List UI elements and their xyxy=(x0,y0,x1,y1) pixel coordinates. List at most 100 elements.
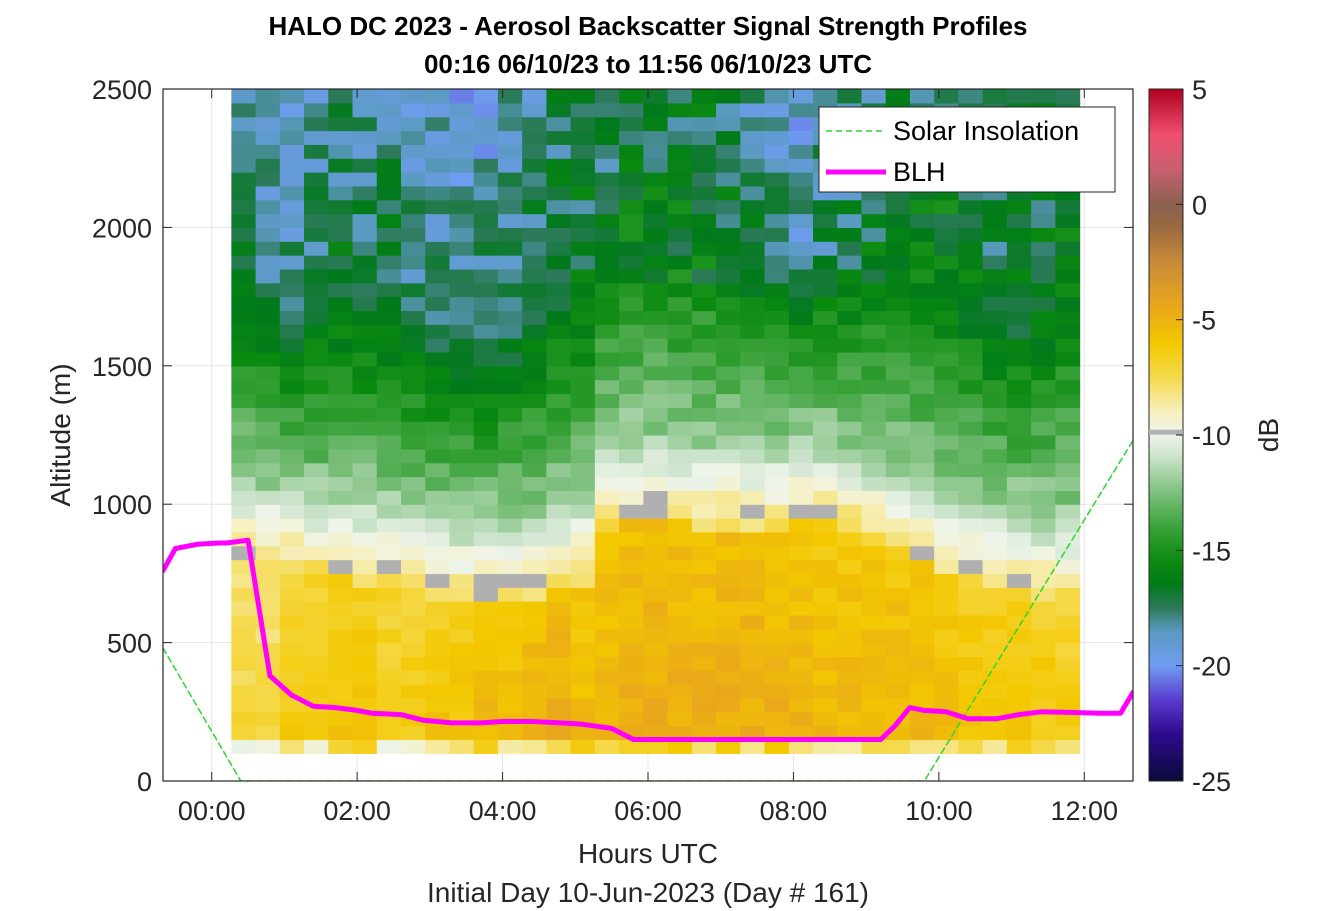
heatmap-cell xyxy=(425,642,451,658)
heatmap-cell xyxy=(473,670,499,685)
heatmap-cell xyxy=(861,310,887,325)
heatmap-cell xyxy=(328,172,354,187)
heatmap-cell xyxy=(934,379,960,395)
heatmap-cell xyxy=(376,642,402,658)
heatmap-cell xyxy=(619,158,644,173)
heatmap-cell xyxy=(958,587,984,602)
heatmap-cell xyxy=(497,421,523,436)
heatmap-cell xyxy=(522,351,548,367)
heatmap-cell xyxy=(449,144,475,159)
heatmap-cell xyxy=(352,296,378,312)
heatmap-cell xyxy=(231,697,257,713)
heatmap-cell xyxy=(304,739,329,754)
heatmap-cell xyxy=(667,614,693,630)
heatmap-cell xyxy=(934,518,960,533)
heatmap-cell xyxy=(982,199,1008,215)
heatmap-cell xyxy=(909,365,935,381)
heatmap-cell xyxy=(1055,684,1081,699)
heatmap-cell xyxy=(861,642,887,658)
heatmap-cell xyxy=(1055,379,1081,395)
heatmap-cell xyxy=(328,587,354,602)
heatmap-cell xyxy=(352,684,378,699)
heatmap-cell xyxy=(497,518,523,533)
heatmap-cell xyxy=(304,102,329,118)
heatmap-cell xyxy=(255,185,281,201)
heatmap-cell xyxy=(764,628,790,644)
heatmap-cell xyxy=(1055,656,1081,671)
heatmap-cell xyxy=(813,490,838,505)
heatmap-cell xyxy=(231,587,257,602)
heatmap-cell xyxy=(497,656,523,671)
heatmap-cell xyxy=(1006,379,1032,395)
heatmap-cell xyxy=(473,255,499,270)
heatmap-cell xyxy=(740,296,766,312)
heatmap-cell xyxy=(619,587,644,602)
heatmap-cell xyxy=(352,158,378,173)
x-tick-label: 12:00 xyxy=(1050,796,1118,826)
heatmap-cell xyxy=(643,739,669,754)
heatmap-cell xyxy=(279,587,305,602)
heatmap-cell xyxy=(691,324,717,339)
heatmap-cell xyxy=(934,324,960,339)
heatmap-cell xyxy=(643,476,669,491)
heatmap-cell xyxy=(934,393,960,408)
heatmap-cell xyxy=(352,116,378,132)
heatmap-cell xyxy=(449,642,475,658)
heatmap-cell xyxy=(473,601,499,616)
heatmap-cell xyxy=(570,573,596,588)
heatmap-cell xyxy=(788,351,814,367)
heatmap-cell xyxy=(1055,628,1081,644)
heatmap-cell xyxy=(813,268,838,284)
heatmap-cell xyxy=(813,518,838,533)
heatmap-cell xyxy=(401,601,426,616)
heatmap-cell xyxy=(473,116,499,132)
heatmap-cell xyxy=(1006,739,1032,754)
heatmap-cell xyxy=(279,545,305,561)
heatmap-cell xyxy=(328,282,354,298)
heatmap-cell xyxy=(982,642,1008,658)
heatmap-cell xyxy=(279,324,305,339)
heatmap-cell xyxy=(1031,89,1056,104)
heatmap-cell xyxy=(473,324,499,339)
heatmap-cell xyxy=(837,324,863,339)
heatmap-cell xyxy=(667,172,693,187)
heatmap-cell xyxy=(376,338,402,353)
heatmap-cell xyxy=(861,518,887,533)
heatmap-cell xyxy=(619,504,644,519)
heatmap-cell xyxy=(570,102,596,118)
heatmap-cell xyxy=(425,573,451,588)
heatmap-cell xyxy=(376,185,402,201)
heatmap-cell xyxy=(1006,476,1032,491)
heatmap-cell xyxy=(594,490,620,505)
heatmap-cell xyxy=(1031,448,1056,464)
heatmap-cell xyxy=(255,504,281,519)
heatmap-cell xyxy=(716,365,741,381)
heatmap-cell xyxy=(740,393,766,408)
heatmap-cell xyxy=(231,504,257,519)
heatmap-cell xyxy=(304,435,329,450)
heatmap-cell xyxy=(594,255,620,270)
heatmap-cell xyxy=(643,130,669,145)
heatmap-cell xyxy=(885,435,911,450)
heatmap-cell xyxy=(667,324,693,339)
heatmap-cell xyxy=(376,158,402,173)
heatmap-cell xyxy=(304,185,329,201)
heatmap-cell xyxy=(522,559,548,574)
heatmap-cell xyxy=(934,282,960,298)
heatmap-cell xyxy=(1031,545,1056,561)
heatmap-cell xyxy=(473,545,499,561)
heatmap-cell xyxy=(570,421,596,436)
heatmap-cell xyxy=(716,711,741,727)
heatmap-cell xyxy=(594,642,620,658)
heatmap-cell xyxy=(764,545,790,561)
heatmap-cell xyxy=(570,172,596,187)
heatmap-cell xyxy=(788,476,814,491)
heatmap-cell xyxy=(401,379,426,395)
heatmap-cell xyxy=(352,462,378,478)
heatmap-cell xyxy=(716,559,741,574)
heatmap-cell xyxy=(982,324,1008,339)
heatmap-cell xyxy=(401,656,426,671)
heatmap-cell xyxy=(716,628,741,644)
heatmap-cell xyxy=(473,628,499,644)
